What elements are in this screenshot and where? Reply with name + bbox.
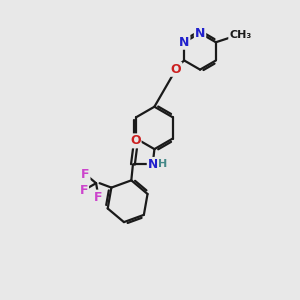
Text: O: O — [130, 134, 141, 147]
Text: F: F — [94, 190, 103, 204]
Text: F: F — [81, 168, 89, 181]
Text: CH₃: CH₃ — [229, 31, 251, 40]
Text: N: N — [195, 27, 205, 40]
Text: O: O — [171, 63, 181, 76]
Text: N: N — [148, 158, 158, 171]
Text: H: H — [158, 159, 167, 170]
Text: N: N — [179, 36, 189, 49]
Text: F: F — [80, 184, 88, 197]
